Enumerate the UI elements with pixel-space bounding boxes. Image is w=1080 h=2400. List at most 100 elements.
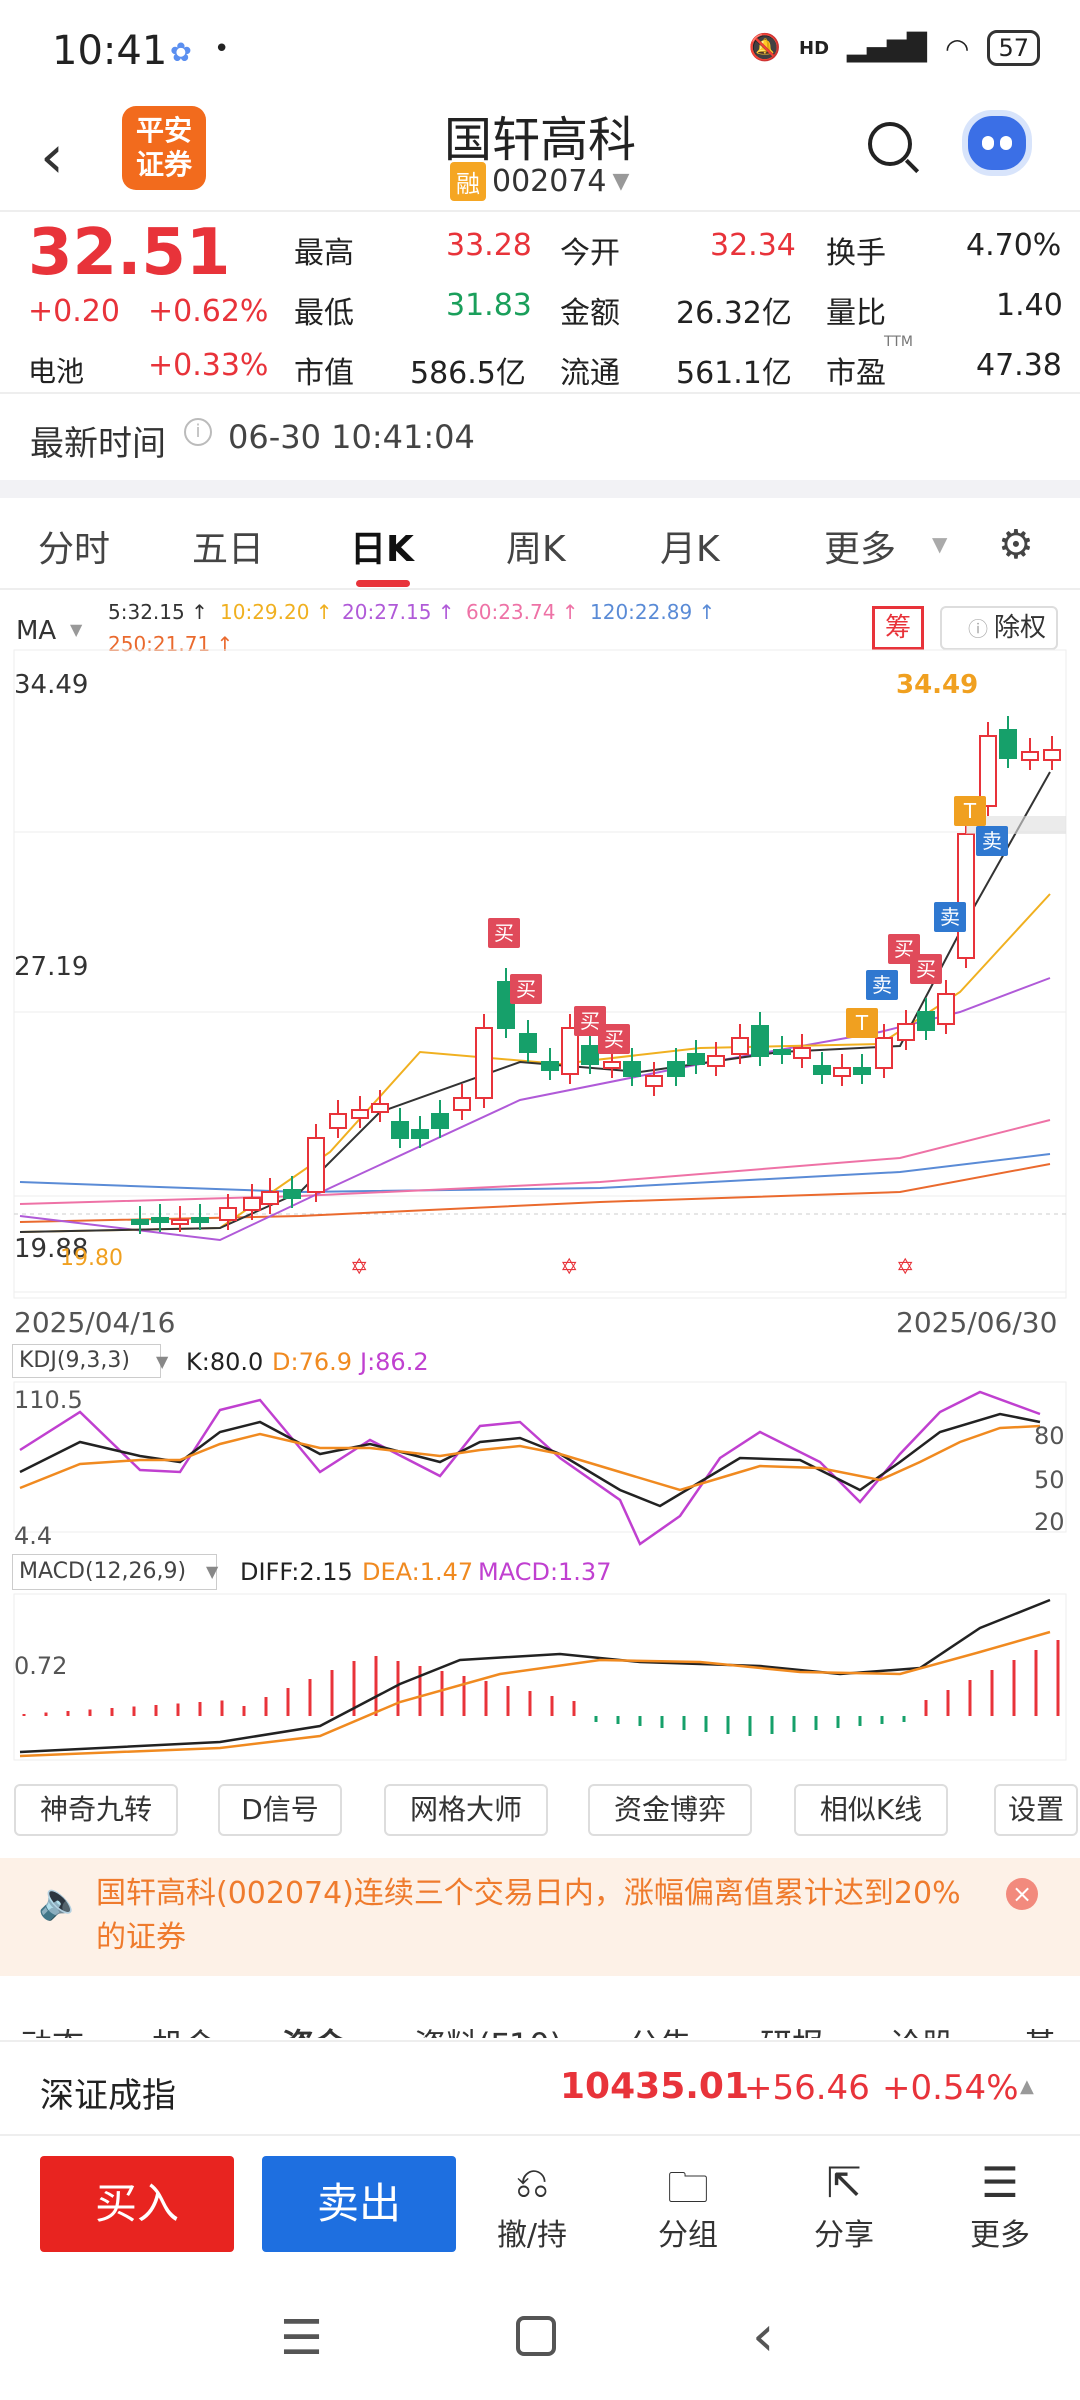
ma60-label: 60:23.74 ↑ bbox=[466, 600, 579, 624]
buy-signal: 买 bbox=[510, 974, 542, 1004]
back-icon[interactable]: ‹ bbox=[40, 122, 64, 192]
stock-code: 002074 bbox=[492, 164, 607, 199]
assistant-robot-icon[interactable] bbox=[962, 110, 1032, 176]
kdj-indicator-selector[interactable]: KDJ(9,3,3) bbox=[12, 1344, 161, 1378]
low-marker-label: 19.80 bbox=[60, 1246, 123, 1271]
subtab-f10[interactable]: 资料(F10) bbox=[414, 2020, 562, 2038]
tool-fund-game[interactable]: 资金博弈 bbox=[588, 1784, 752, 1836]
macd-diff-value: DIFF:2.15 bbox=[240, 1558, 353, 1586]
candle-body bbox=[371, 1103, 389, 1113]
info-icon[interactable]: i bbox=[184, 418, 212, 446]
more-button[interactable]: ☰ 更多 bbox=[940, 2158, 1060, 2254]
volume-ratio-label: 量比 bbox=[826, 296, 886, 331]
candle-body bbox=[1043, 749, 1061, 761]
kdj-j-line bbox=[19, 1390, 1041, 1546]
macd-indicator-selector[interactable]: MACD(12,26,9) bbox=[12, 1554, 218, 1590]
tool-settings[interactable]: 设置 bbox=[994, 1784, 1078, 1836]
active-tab-indicator bbox=[356, 580, 410, 587]
candle-body bbox=[833, 1067, 851, 1077]
tool-magic-nine[interactable]: 神奇九转 bbox=[14, 1784, 178, 1836]
candlesticks: ✡ ✡ ✡ bbox=[131, 716, 1066, 1280]
cancel-hold-button[interactable]: ⎌ 撤/持 bbox=[472, 2158, 592, 2254]
nav-back-icon[interactable]: ‹ bbox=[752, 2304, 775, 2369]
kdj-level-20: 20 bbox=[1034, 1508, 1065, 1536]
price-change: +0.20 bbox=[28, 294, 120, 329]
more-chevron-icon: ▼ bbox=[932, 532, 948, 556]
market-cap-label: 市值 bbox=[294, 356, 354, 391]
broker-logo[interactable]: 平安 证券 bbox=[122, 106, 206, 190]
candle-body bbox=[219, 1207, 237, 1221]
price-change-pct: +0.62% bbox=[148, 294, 269, 329]
candle-body bbox=[731, 1037, 749, 1055]
sell-button[interactable]: 卖出 bbox=[262, 2156, 456, 2252]
star-marker: ✡ bbox=[350, 1255, 368, 1280]
macd-dea-value: DEA:1.47 bbox=[362, 1558, 474, 1586]
candle-body bbox=[561, 1027, 579, 1075]
ma20-label: 20:27.15 ↑ bbox=[342, 600, 455, 624]
subtab-research[interactable]: 研报 bbox=[760, 2020, 824, 2038]
ma120-line bbox=[19, 1153, 1051, 1194]
tab-intraday[interactable]: 分时 bbox=[38, 529, 111, 570]
share-button[interactable]: ⇱ 分享 bbox=[784, 2158, 904, 2254]
chevron-down-icon: ▼ bbox=[612, 169, 630, 194]
recent-apps-icon[interactable]: ☰ bbox=[280, 2310, 324, 2366]
index-value: 10435.01 bbox=[560, 2066, 750, 2107]
subtab-news[interactable]: 动态 bbox=[20, 2020, 84, 2038]
stock-code-selector[interactable]: 融 002074 ▼ bbox=[450, 162, 629, 201]
tab-monthly-k[interactable]: 月K bbox=[660, 529, 720, 570]
status-bar: 10:41 ✿ • 🔕 HD ▂▄▆█ ◠ 57 bbox=[0, 0, 1080, 100]
trade-action-bar: 买入 卖出 ⎌ 撤/持 🗀 分组 ⇱ 分享 ☰ 更多 bbox=[0, 2138, 1080, 2278]
macd-chevron-icon: ▼ bbox=[206, 1562, 219, 1581]
index-change: +56.46 bbox=[744, 2068, 870, 2108]
sell-signal: 卖 bbox=[976, 826, 1008, 856]
turnover-label: 换手 bbox=[826, 236, 886, 271]
tab-five-day[interactable]: 五日 bbox=[192, 529, 265, 570]
tab-weekly-k[interactable]: 周K bbox=[506, 529, 566, 570]
t-signal: T bbox=[846, 1008, 878, 1038]
tab-daily-k[interactable]: 日K bbox=[350, 529, 414, 570]
candle-body bbox=[453, 1097, 471, 1111]
search-icon[interactable] bbox=[868, 122, 912, 166]
subtab-discussion[interactable]: 论股 bbox=[890, 2020, 954, 2038]
axis-min-label: 19.88 bbox=[14, 1234, 89, 1264]
tool-similar-kline[interactable]: 相似K线 bbox=[794, 1784, 948, 1836]
kline-chart-area[interactable]: MA ▼ 5:32.15 ↑ 10:29.20 ↑ 20:27.15 ↑ 60:… bbox=[0, 592, 1080, 1762]
tab-more[interactable]: 更多 bbox=[824, 529, 897, 570]
candle-body bbox=[541, 1061, 559, 1071]
folder-icon: 🗀 bbox=[666, 2163, 709, 2212]
subtab-funds-holding[interactable]: 基金 bbox=[1024, 2020, 1080, 2038]
mute-icon: 🔕 bbox=[748, 33, 782, 63]
tool-d-signal[interactable]: D信号 bbox=[218, 1784, 342, 1836]
chevron-up-icon[interactable]: ▲ bbox=[1020, 2076, 1034, 2097]
subtab-announcements[interactable]: 公告 bbox=[628, 2020, 692, 2038]
candle-body bbox=[813, 1065, 831, 1075]
ex-rights-button[interactable]: ⓘ 除权 bbox=[940, 606, 1058, 650]
candle-body bbox=[751, 1025, 769, 1057]
tool-grid-master[interactable]: 网格大师 bbox=[384, 1784, 548, 1836]
amount-label: 金额 bbox=[560, 296, 620, 331]
network-label: HD bbox=[799, 37, 830, 59]
ma-selector[interactable]: MA bbox=[16, 616, 57, 646]
subtab-funds[interactable]: 资金 bbox=[282, 2020, 346, 2038]
subtab-opportunity[interactable]: 机会 bbox=[152, 2020, 216, 2038]
gear-icon[interactable]: ⚙ bbox=[998, 522, 1034, 568]
ma10-label: 10:29.20 ↑ bbox=[220, 600, 333, 624]
candle-body bbox=[151, 1217, 169, 1223]
candle-body bbox=[131, 1219, 149, 1225]
risk-notice-banner[interactable]: 🔈 国轩高科(002074)连续三个交易日内，涨幅偏离值累计达到20%的证券 × bbox=[0, 1858, 1080, 1976]
sector-label[interactable]: 电池 bbox=[28, 355, 85, 388]
group-button[interactable]: 🗀 分组 bbox=[628, 2158, 748, 2254]
index-name: 深证成指 bbox=[40, 2076, 176, 2116]
index-ticker-row[interactable]: 深证成指 10435.01 +56.46 +0.54% ▲ bbox=[0, 2040, 1080, 2136]
buy-button[interactable]: 买入 bbox=[40, 2156, 234, 2252]
chart-grid bbox=[13, 649, 1067, 1299]
buy-signal: 买 bbox=[888, 934, 920, 964]
ma5-label: 5:32.15 ↑ bbox=[108, 600, 208, 624]
speaker-icon: 🔈 bbox=[38, 1881, 83, 1922]
candle-body bbox=[411, 1129, 429, 1139]
chip-distribution-button[interactable]: 筹 bbox=[872, 606, 924, 650]
home-icon[interactable] bbox=[516, 2316, 556, 2356]
macd-diff-line bbox=[19, 1598, 1051, 1754]
float-cap-label: 流通 bbox=[560, 356, 620, 391]
close-icon[interactable]: × bbox=[1006, 1878, 1038, 1910]
